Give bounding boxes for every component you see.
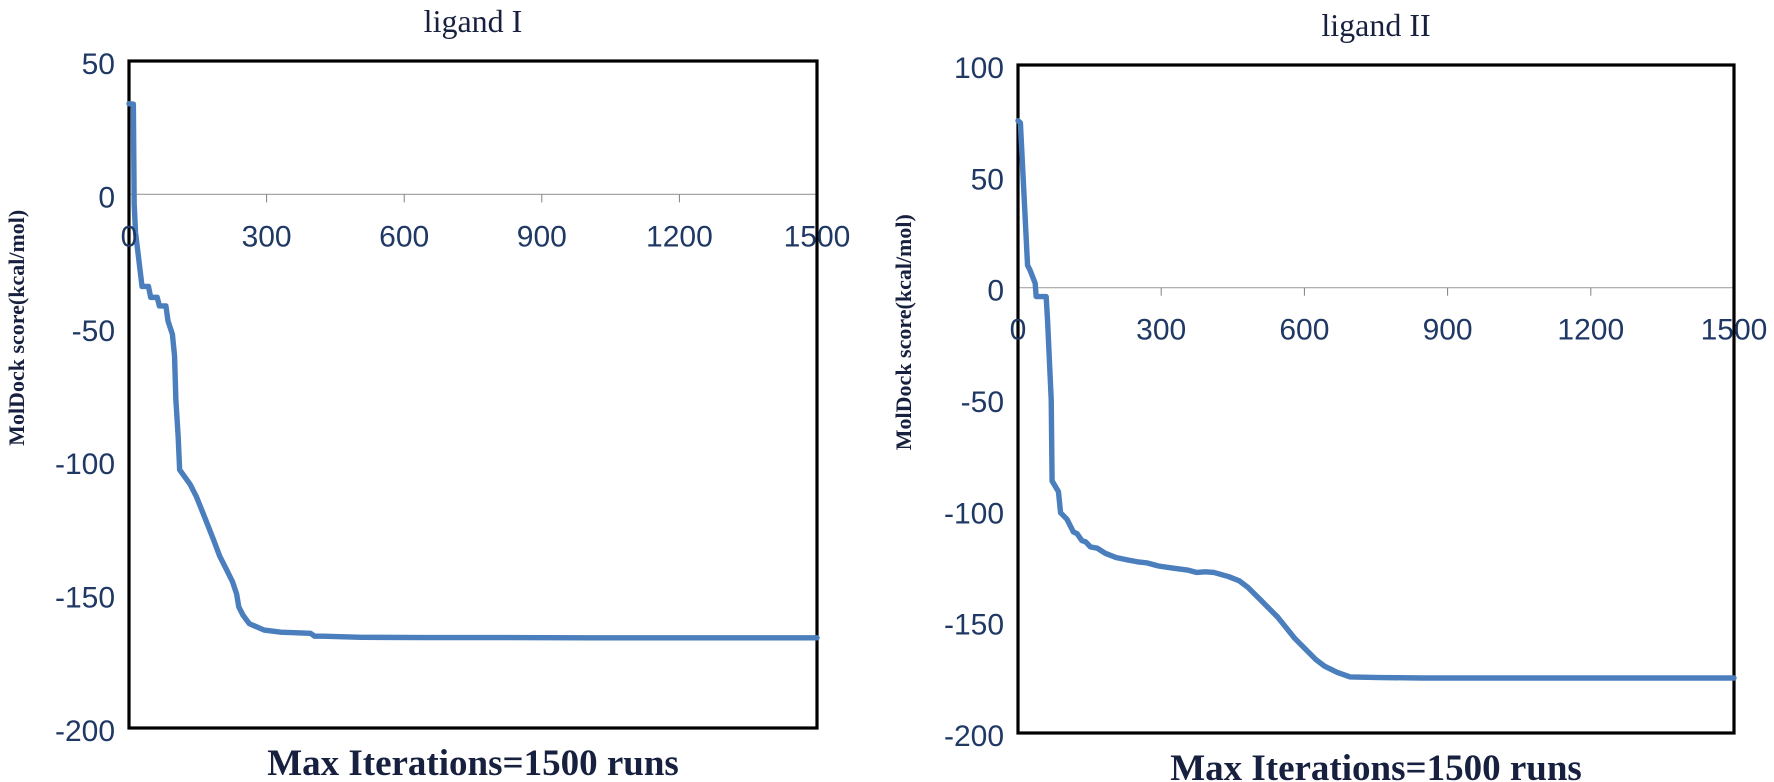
svg-text:300: 300 [242, 220, 292, 253]
svg-text:-50: -50 [961, 386, 1004, 419]
svg-text:1200: 1200 [1557, 314, 1624, 347]
svg-text:-100: -100 [944, 497, 1004, 530]
svg-text:600: 600 [379, 220, 429, 253]
svg-text:0: 0 [1010, 314, 1027, 347]
svg-text:-200: -200 [944, 720, 1004, 753]
svg-text:1500: 1500 [784, 220, 851, 253]
svg-text:1500: 1500 [1701, 314, 1768, 347]
svg-text:50: 50 [82, 48, 115, 81]
svg-text:MolDock score(kcal/mol): MolDock score(kcal/mol) [4, 210, 29, 446]
svg-text:MolDock score(kcal/mol): MolDock score(kcal/mol) [891, 214, 916, 450]
svg-text:900: 900 [517, 220, 567, 253]
svg-text:0: 0 [121, 220, 138, 253]
svg-text:100: 100 [954, 52, 1004, 85]
svg-text:-100: -100 [55, 448, 115, 481]
svg-text:1200: 1200 [646, 220, 713, 253]
svg-text:-150: -150 [55, 582, 115, 615]
svg-text:ligand I: ligand I [424, 3, 523, 39]
svg-text:Max Iterations=1500 runs: Max Iterations=1500 runs [267, 743, 679, 782]
svg-text:-150: -150 [944, 609, 1004, 642]
svg-text:Max Iterations=1500 runs: Max Iterations=1500 runs [1170, 748, 1582, 782]
svg-text:0: 0 [987, 275, 1004, 308]
svg-text:0: 0 [98, 181, 115, 214]
svg-text:ligand II: ligand II [1321, 7, 1430, 43]
svg-text:-50: -50 [72, 315, 115, 348]
svg-text:600: 600 [1279, 314, 1329, 347]
svg-text:300: 300 [1136, 314, 1186, 347]
svg-text:900: 900 [1423, 314, 1473, 347]
svg-text:-200: -200 [55, 715, 115, 748]
svg-text:50: 50 [971, 163, 1004, 196]
